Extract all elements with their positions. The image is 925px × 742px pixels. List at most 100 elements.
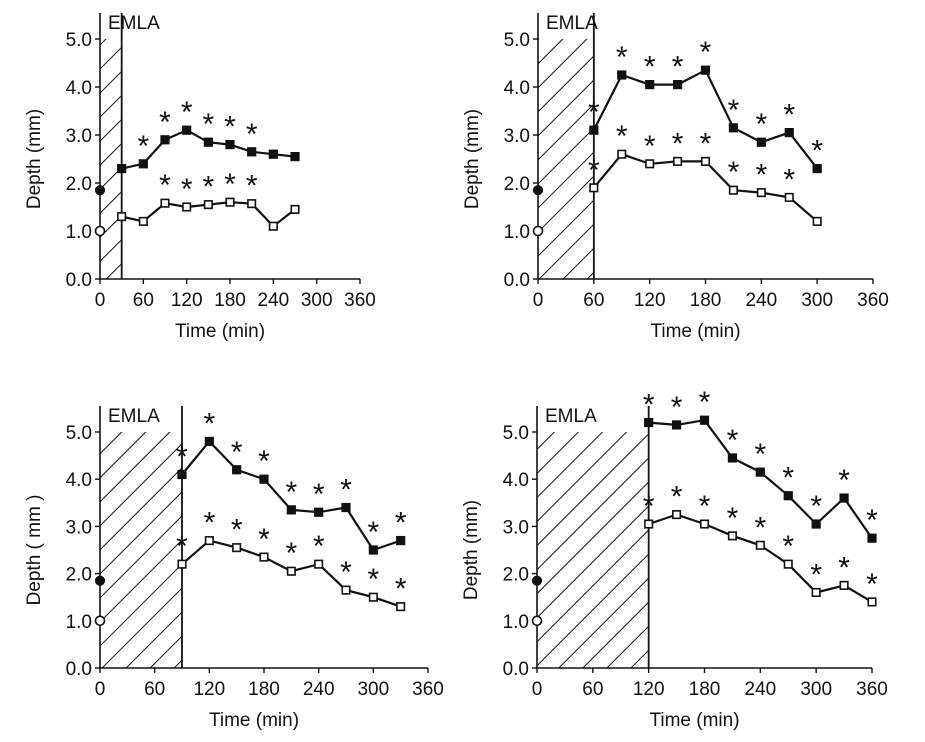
x-tick-label: 360 [857, 290, 889, 311]
data-point-filled [727, 453, 738, 463]
data-point-open [645, 159, 655, 169]
data-point-filled [756, 137, 766, 147]
significance-star: * [727, 502, 739, 535]
y-tick-label: 4.0 [66, 470, 92, 491]
significance-star: * [810, 490, 822, 523]
data-point-filled [812, 164, 822, 174]
baseline-marker-open [532, 225, 544, 237]
data-point-open [368, 592, 378, 602]
significance-star: * [616, 120, 628, 153]
significance-star: * [866, 568, 878, 601]
data-point-filled [203, 137, 213, 147]
data-point-filled [160, 135, 170, 145]
data-point-filled [671, 420, 682, 430]
significance-star: * [644, 130, 656, 163]
data-point-open [396, 602, 406, 612]
significance-star: * [699, 490, 711, 523]
data-point-open [177, 559, 187, 569]
x-tick-label: 360 [856, 679, 888, 700]
emla-hatch-region [100, 39, 122, 279]
data-point-open [783, 559, 793, 569]
y-tick-label: 2.0 [504, 174, 530, 195]
baseline-marker-open [94, 225, 106, 237]
significance-star: * [395, 573, 407, 606]
data-point-filled [232, 465, 242, 475]
y-tick-label: 5.0 [503, 423, 529, 444]
data-point-filled [617, 70, 627, 80]
x-axis-label: Time (min) [650, 321, 740, 342]
significance-star: * [588, 154, 600, 187]
y-tick-label: 1.0 [66, 222, 92, 243]
data-point-open [341, 585, 351, 595]
data-point-open [268, 221, 278, 231]
data-point-filled [247, 147, 257, 157]
y-axis-label: Depth (mm) [24, 109, 45, 209]
y-tick-label: 1.0 [504, 222, 530, 243]
data-point-open [286, 566, 296, 576]
data-point-open [728, 185, 738, 195]
y-tick-label: 0.0 [503, 659, 529, 680]
significance-star: * [313, 478, 325, 511]
y-tick-label: 4.0 [503, 470, 529, 491]
y-tick-label: 0.0 [504, 270, 530, 291]
data-point-filled [286, 505, 296, 515]
data-point-open [644, 519, 654, 529]
data-point-filled [811, 519, 821, 529]
x-tick-label: 240 [303, 679, 335, 700]
significance-star: * [754, 438, 766, 471]
data-point-open [589, 183, 599, 193]
significance-star: * [700, 36, 712, 69]
significance-star: * [672, 51, 684, 84]
data-point-filled [589, 125, 599, 135]
significance-star: * [838, 551, 850, 584]
emla-label: EMLA [546, 13, 598, 34]
data-point-open [117, 212, 127, 222]
significance-star: * [671, 391, 683, 424]
data-point-open [700, 156, 711, 166]
significance-star: * [181, 173, 193, 206]
significance-star: * [588, 96, 600, 129]
data-point-filled [314, 507, 324, 517]
data-point-open [204, 536, 214, 546]
baseline-marker-filled [94, 575, 106, 586]
x-tick-label: 240 [257, 290, 289, 311]
significance-star: * [395, 507, 407, 540]
panel-3: EMLA 0.0 1.0 2.0 3.0 4.0 5.0 0 60 120 180 240 300 360… [24, 406, 444, 731]
x-tick-label: 360 [344, 290, 376, 311]
data-point-filled [728, 123, 739, 133]
significance-star: * [202, 171, 214, 204]
significance-star: * [313, 530, 325, 563]
significance-star: * [137, 130, 149, 163]
significance-star: * [367, 516, 379, 549]
emla-label: EMLA [545, 406, 597, 427]
significance-star: * [728, 94, 740, 127]
panel-4: EMLA 0.0 1.0 2.0 3.0 4.0 5.0 0 60 120 180 240 300 360… [461, 386, 888, 731]
data-point-open [259, 552, 269, 562]
data-point-filled [177, 469, 187, 480]
significance-star: * [755, 108, 767, 141]
y-tick-label: 3.0 [504, 126, 530, 147]
data-point-filled [225, 140, 235, 150]
emla-hatch-region [537, 432, 649, 668]
significance-star: * [231, 436, 243, 469]
data-point-filled [784, 128, 794, 138]
y-tick-label: 0.0 [66, 659, 92, 680]
data-point-open [699, 519, 710, 529]
data-point-open [225, 197, 235, 207]
baseline-marker-open [94, 615, 106, 627]
significance-star: * [203, 507, 215, 540]
data-point-open [203, 200, 213, 210]
data-point-filled [290, 152, 300, 162]
x-tick-label: 60 [144, 679, 165, 700]
data-point-open [617, 149, 627, 159]
data-point-filled [755, 467, 765, 477]
significance-star: * [810, 558, 822, 591]
data-point-open [755, 540, 765, 550]
significance-star: * [644, 51, 656, 84]
y-tick-label: 4.0 [66, 78, 92, 99]
data-point-filled [396, 535, 406, 546]
data-point-open [138, 216, 148, 226]
data-point-open [673, 156, 683, 166]
emla-label: EMLA [108, 406, 160, 427]
y-tick-label: 1.0 [66, 612, 92, 633]
